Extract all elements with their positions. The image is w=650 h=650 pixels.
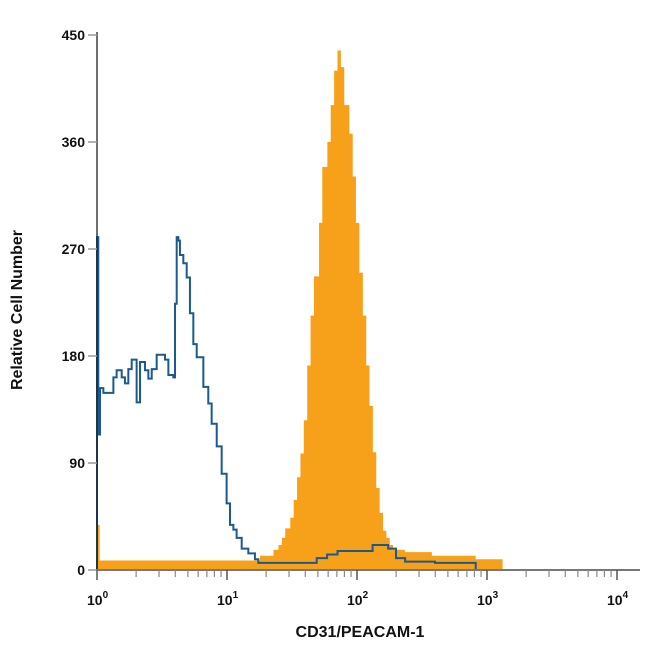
- isotype-histogram: [96, 236, 477, 570]
- x-tick-label: 101: [217, 590, 239, 608]
- y-tick-label: 270: [62, 241, 86, 257]
- x-tick-base: 10: [607, 592, 623, 608]
- x-tick-exponent: 0: [103, 590, 109, 601]
- x-tick-label: 104: [607, 590, 629, 608]
- x-tick-base: 10: [347, 592, 363, 608]
- x-tick-exponent: 3: [493, 590, 499, 601]
- x-axis-title: CD31/PEACAM-1: [296, 624, 425, 641]
- x-tick-label: 102: [347, 590, 369, 608]
- y-axis-title: Relative Cell Number: [9, 230, 26, 390]
- x-tick-base: 10: [217, 592, 233, 608]
- y-tick-label: 90: [69, 455, 85, 471]
- x-tick-exponent: 4: [623, 590, 629, 601]
- x-tick-exponent: 1: [233, 590, 239, 601]
- x-tick-base: 10: [477, 592, 493, 608]
- y-tick-label: 180: [62, 348, 86, 364]
- cd31-histogram: [97, 50, 503, 570]
- y-tick-label: 0: [77, 562, 85, 578]
- y-tick-label: 450: [62, 27, 86, 43]
- histogram-fill: [97, 50, 503, 570]
- x-tick-label: 100: [87, 590, 109, 608]
- histogram-outline: [96, 236, 477, 570]
- x-tick-exponent: 2: [363, 590, 369, 601]
- x-tick-label: 103: [477, 590, 499, 608]
- x-tick-base: 10: [87, 592, 103, 608]
- y-tick-label: 360: [62, 134, 86, 150]
